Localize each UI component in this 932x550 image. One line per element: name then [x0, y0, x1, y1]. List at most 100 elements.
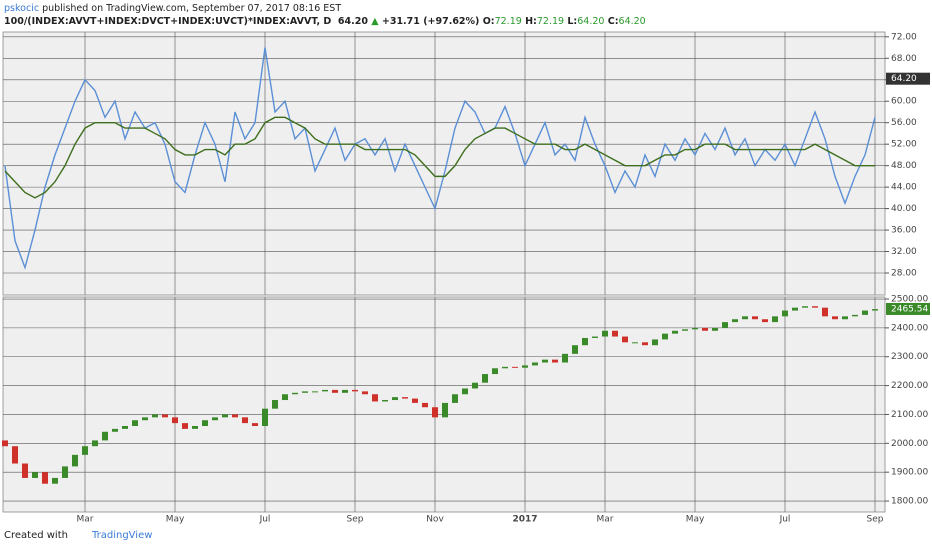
y-tick-label: 2200.00: [891, 381, 928, 391]
candle-body: [262, 408, 268, 426]
published: published on TradingView.com, September …: [42, 3, 342, 14]
candle-body: [142, 417, 148, 421]
x-tick-label: Jul: [259, 515, 271, 525]
candle-body: [62, 466, 68, 478]
candle-body: [102, 431, 108, 441]
y-tick-label: 2000.00: [891, 439, 928, 449]
candle-body: [172, 417, 178, 424]
x-tick-label: 2017: [512, 515, 537, 525]
y-tick-label: 44.00: [891, 183, 917, 193]
symbol-line: 100/(INDEX:AVVT+INDEX:DVCT+INDEX:UVCT)*I…: [4, 16, 646, 27]
candle-body: [602, 330, 608, 337]
candle-body: [672, 330, 678, 334]
ohlc-value: 72.19: [536, 16, 565, 27]
candle-body: [772, 316, 778, 323]
y-tick-label: 2100.00: [891, 410, 928, 420]
candle-body: [2, 440, 8, 447]
candle-body: [702, 327, 708, 331]
candle-body: [402, 397, 408, 399]
candle-body: [512, 366, 518, 368]
candle-body: [632, 342, 638, 344]
candle-body: [662, 333, 668, 340]
candle-body: [412, 398, 418, 403]
candle-body: [782, 310, 788, 317]
candle-body: [542, 359, 548, 363]
candle-body: [362, 391, 368, 395]
ohlc-label: H:: [525, 16, 537, 27]
line-series: [4, 47, 876, 270]
line-series: [4, 116, 875, 199]
x-tick-label: May: [686, 515, 705, 525]
y-tick-label: 52.00: [891, 140, 917, 150]
ohlc: O:72.19 H:72.19 L:64.20 C:64.20: [483, 16, 646, 27]
candle-body: [492, 368, 498, 375]
x-tick-label: Mar: [77, 515, 94, 525]
candle-body: [12, 446, 18, 464]
author[interactable]: pskocic: [4, 3, 40, 14]
ohlc-value: 72.19: [494, 16, 522, 27]
footer: Created with TradingView: [4, 530, 152, 541]
candle-body: [182, 423, 188, 429]
candle-body: [712, 327, 718, 331]
candle-body: [242, 417, 248, 424]
chart: 28.00 32.00 36.00 40.00 44.00 48.00 52.00 56.00…: [2, 31, 930, 525]
candle-body: [622, 336, 628, 343]
y-tick-label: 28.00: [891, 268, 917, 278]
x-tick-label: Mar: [597, 515, 614, 525]
candle-body: [752, 316, 758, 320]
candle-body: [502, 366, 508, 369]
candle-body: [742, 316, 748, 320]
brand[interactable]: TradingView: [91, 530, 153, 541]
symbol: 100/(INDEX:AVVT+INDEX:DVCT+INDEX:UVCT)*I…: [4, 16, 332, 27]
candle-body: [432, 407, 438, 418]
candle-body: [92, 440, 98, 447]
candle-body: [422, 402, 428, 408]
candle-body: [462, 388, 468, 395]
y-tick-label: 2300.00: [891, 352, 928, 362]
ohlc-label: O:: [482, 16, 495, 27]
last-value-box: [886, 72, 930, 85]
candle-body: [312, 391, 318, 393]
candle-body: [872, 309, 878, 311]
last: 64.20: [337, 16, 368, 27]
candle-body: [82, 446, 88, 455]
x-tick-label: Nov: [426, 515, 444, 525]
pane-background: [2, 31, 886, 296]
candle-body: [282, 394, 288, 401]
candle-body: [352, 389, 358, 392]
candle-body: [472, 382, 478, 389]
candle-body: [652, 339, 658, 346]
y-tick-label: 32.00: [891, 247, 917, 257]
y-tick-label: 72.00: [891, 32, 917, 42]
y-tick-label: 1800.00: [891, 497, 928, 507]
candle-body: [842, 316, 848, 320]
candle-body: [572, 345, 578, 354]
last-value-label: 64.20: [891, 74, 917, 84]
candle-body: [442, 402, 448, 418]
candle-body: [72, 454, 78, 467]
candle-body: [322, 389, 328, 392]
candle-body: [162, 414, 168, 418]
candle-body: [152, 414, 158, 418]
candle-body: [722, 322, 728, 328]
y-tick-label: 56.00: [891, 118, 917, 128]
candle-body: [22, 463, 28, 478]
candle-body: [802, 306, 808, 308]
candle-body: [332, 389, 338, 393]
candle-body: [582, 337, 588, 346]
candle-body: [832, 316, 838, 320]
candle-body: [392, 397, 398, 401]
candle-body: [42, 472, 48, 484]
candle-body: [222, 414, 228, 418]
candle-body: [132, 420, 138, 426]
ohlc-value: 64.20: [618, 16, 646, 27]
candle-body: [302, 391, 308, 393]
candle-body: [682, 329, 688, 331]
arrow: ▲: [371, 16, 379, 27]
candle-body: [32, 472, 38, 478]
ohlc-value: 64.20: [577, 16, 605, 27]
candle-body: [822, 307, 828, 317]
last-value-box: [886, 302, 930, 315]
y-tick-label: 60.00: [891, 97, 917, 107]
